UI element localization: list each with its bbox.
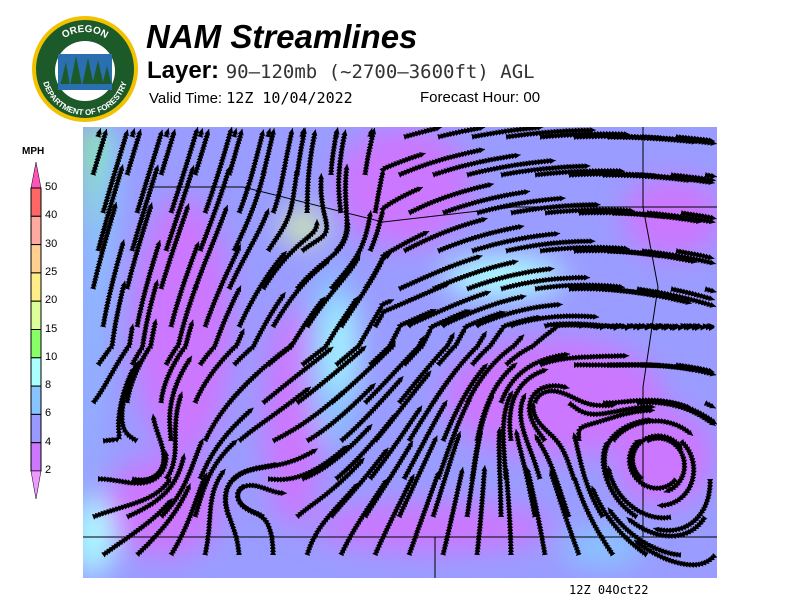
oregon-department-of-forestry-logo: OREGON DEPARTMENT OF FORESTRY: [32, 16, 138, 122]
legend-tick: 8: [45, 379, 52, 392]
legend-swatch: [30, 385, 42, 415]
streamline: [505, 238, 596, 254]
legend-over-arrow: [30, 161, 42, 189]
streamline: [675, 134, 715, 144]
streamline: [670, 172, 716, 183]
legend-tick: 2: [45, 464, 52, 476]
streamline: [703, 400, 717, 409]
forecast-hour: Forecast Hour: 00: [420, 89, 540, 106]
legend-swatch: [30, 442, 42, 472]
streamline: [680, 322, 715, 332]
streamline: [538, 352, 630, 368]
layer-label: Layer:: [147, 57, 220, 84]
legend-swatch: [30, 244, 42, 274]
legend-swatch: [30, 272, 42, 302]
streamline: [508, 313, 600, 329]
streamline: [500, 274, 590, 292]
legend-tick: 40: [45, 209, 58, 222]
legend-swatch: [30, 187, 42, 217]
forecast-label: Forecast Hour:: [420, 89, 520, 106]
streamline: [294, 127, 307, 176]
page-title: NAM Streamlines: [146, 18, 418, 55]
legend-swatch: [30, 215, 42, 246]
streamlines: [90, 127, 717, 568]
streamline: [118, 360, 140, 444]
legend-swatch: [30, 357, 42, 387]
streamline: [704, 172, 717, 179]
streamline: [626, 515, 708, 540]
legend-swatch: [30, 413, 42, 444]
svg-text:OREGON: OREGON: [60, 24, 110, 41]
layer-value: 90–120mb (~2700–3600ft) AGL: [225, 61, 535, 83]
valid-label: Valid Time:: [149, 90, 223, 107]
streamline: [670, 286, 715, 302]
legend-tick: 20: [45, 294, 58, 307]
streamline: [675, 362, 715, 374]
streamline: [704, 286, 717, 294]
legend-swatch: [30, 329, 42, 359]
legend-tick: 4: [45, 435, 52, 448]
streamline: [440, 467, 465, 556]
streamline-map: [83, 127, 717, 578]
legend-tick: 50: [45, 181, 58, 193]
streamline: [680, 210, 717, 221]
legend-tick: 30: [45, 237, 58, 250]
legend-tick: 25: [45, 265, 58, 278]
streamline: [510, 201, 601, 216]
valid-time: Valid Time: 12Z 10/04/2022: [149, 89, 353, 107]
streamline: [202, 468, 226, 556]
legend-tick: 6: [45, 407, 52, 420]
streamline: [473, 465, 488, 556]
streamline: [496, 426, 505, 518]
streamline: [675, 248, 715, 261]
footer-stamp: 12Z 04Oct22: [569, 583, 649, 597]
layer-line: Layer: 90–120mb (~2700–3600ft) AGL: [147, 57, 535, 85]
streamline: [403, 127, 442, 140]
streamline: [633, 539, 717, 568]
legend-tick: 10: [45, 350, 58, 363]
forecast-value: 00: [523, 89, 541, 106]
legend-tick: 15: [45, 322, 58, 335]
streamline: [234, 484, 277, 556]
streamline: [464, 428, 484, 518]
valid-value: 12Z 10/04/2022: [226, 89, 353, 107]
color-legend: [30, 161, 42, 500]
legend-swatch: [30, 300, 42, 330]
streamline: [670, 400, 717, 425]
streamline: [361, 127, 377, 176]
legend-unit: MPH: [22, 146, 45, 157]
streamline: [503, 465, 514, 556]
legend-under-arrow: [30, 470, 42, 500]
